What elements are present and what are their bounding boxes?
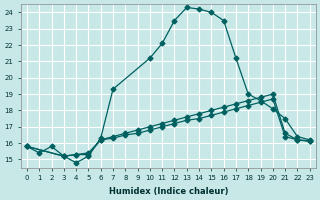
X-axis label: Humidex (Indice chaleur): Humidex (Indice chaleur) <box>108 187 228 196</box>
